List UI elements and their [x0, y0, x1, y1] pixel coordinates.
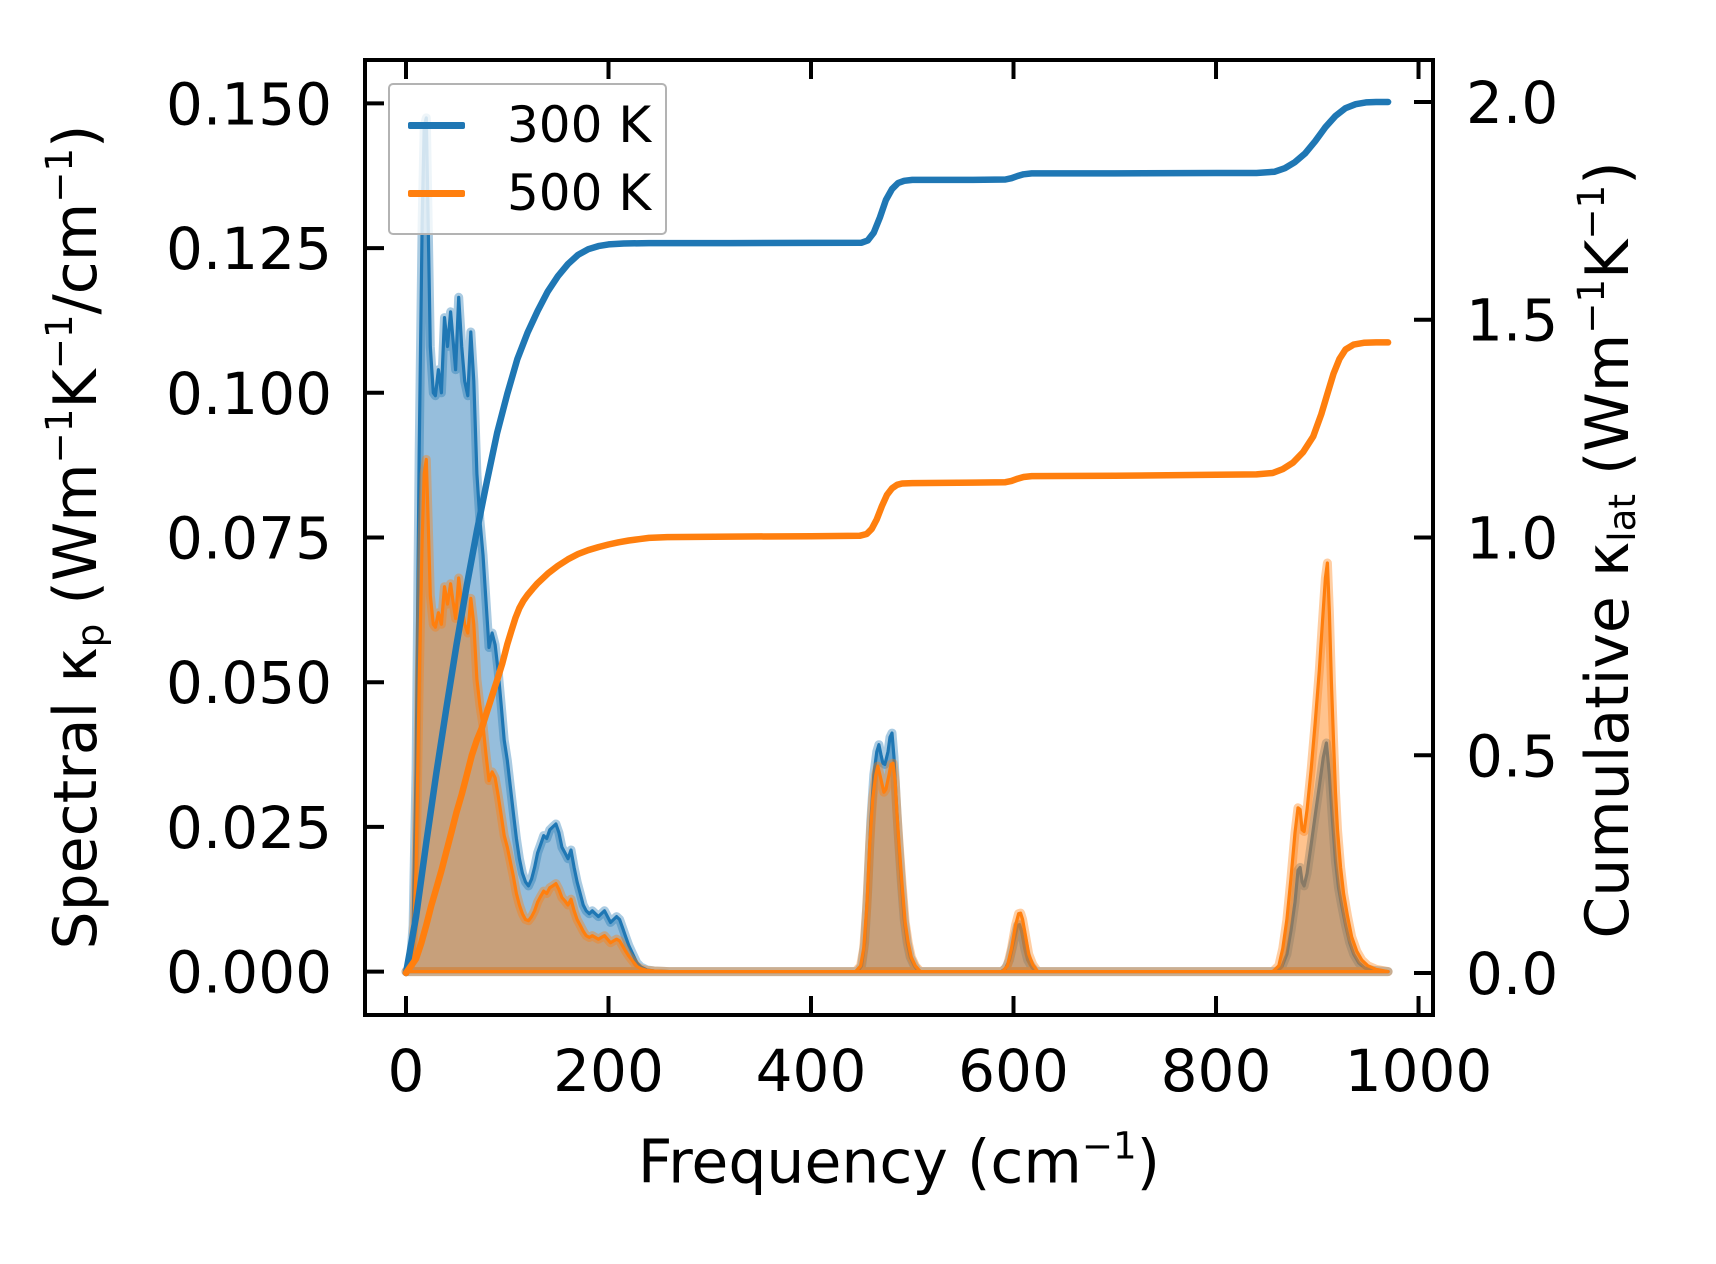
label-part: /cm [41, 202, 112, 315]
label-part: ) [1136, 1127, 1161, 1198]
x-tick-label: 200 [553, 1037, 664, 1105]
series-layer [401, 98, 1393, 977]
legend-label: 300 K [507, 96, 652, 154]
legend-item-500-k: 500 K [408, 168, 665, 218]
label-part: −1 [1081, 1123, 1137, 1168]
x-tick-label: 800 [1161, 1037, 1272, 1105]
legend-item-300-k: 300 K [408, 100, 665, 150]
legend-line-sample [408, 121, 465, 129]
legend: 300 K 500 K [388, 83, 667, 235]
x-axis-label: Frequency (cm−1) [638, 1127, 1160, 1193]
label-part: −1 [36, 314, 81, 370]
spectral-500k-area [404, 457, 1390, 974]
x-tick-label: 1000 [1345, 1037, 1493, 1105]
y-right-tick-label: 1.0 [1466, 505, 1558, 573]
y-right-tick-label: 0.0 [1466, 940, 1558, 1008]
y-left-tick-label: 0.125 [166, 215, 332, 283]
y-right-tick-label: 1.5 [1466, 287, 1558, 355]
label-part: ) [41, 124, 112, 148]
y-left-tick-label: 0.150 [166, 70, 332, 138]
cumulative-500k-line [402, 339, 1392, 977]
label-part: p [67, 623, 112, 648]
label-part: −1 [1568, 184, 1613, 240]
legend-label: 500 K [507, 164, 652, 222]
label-part: Spectral κ [41, 647, 112, 950]
label-part: lat [1599, 494, 1644, 542]
x-tick-label: 400 [756, 1037, 867, 1105]
label-part: (Wm [1573, 333, 1644, 495]
label-part: ) [1573, 161, 1644, 185]
axes-layer: 0 200 400 600 800 1000 0.000 0.025 0.050 0.075 0.1… [166, 58, 1558, 1105]
label-part: K [41, 369, 112, 409]
y-left-tick-label: 0.025 [166, 794, 332, 862]
y-left-tick-label: 0.100 [166, 360, 332, 428]
label-part: Frequency (cm [637, 1127, 1082, 1198]
x-tick-label: 600 [958, 1037, 1069, 1105]
cumulative-300k-line [402, 98, 1392, 977]
label-part: Cumulative κ [1573, 541, 1644, 939]
y-left-tick-label: 0.000 [166, 939, 332, 1007]
y-right-tick-label: 2.0 [1466, 69, 1558, 137]
y-axis-label-left: Spectral κp (Wm−1K−1/cm−1) [37, 124, 112, 950]
label-part: (Wm [41, 463, 112, 624]
x-tick-label: 0 [388, 1037, 425, 1105]
y-left-tick-label: 0.075 [166, 505, 332, 573]
y-right-tick-label: 0.5 [1466, 722, 1558, 790]
y-left-tick-label: 0.050 [166, 649, 332, 717]
label-part: K [1573, 239, 1644, 279]
label-part: −1 [36, 408, 81, 464]
label-part: −1 [36, 147, 81, 203]
legend-line-sample [408, 189, 465, 197]
label-part: −1 [1568, 278, 1613, 334]
spectral-300k-area [404, 116, 1390, 974]
y-axis-label-right: Cumulative κlat (Wm−1K−1) [1569, 161, 1644, 939]
